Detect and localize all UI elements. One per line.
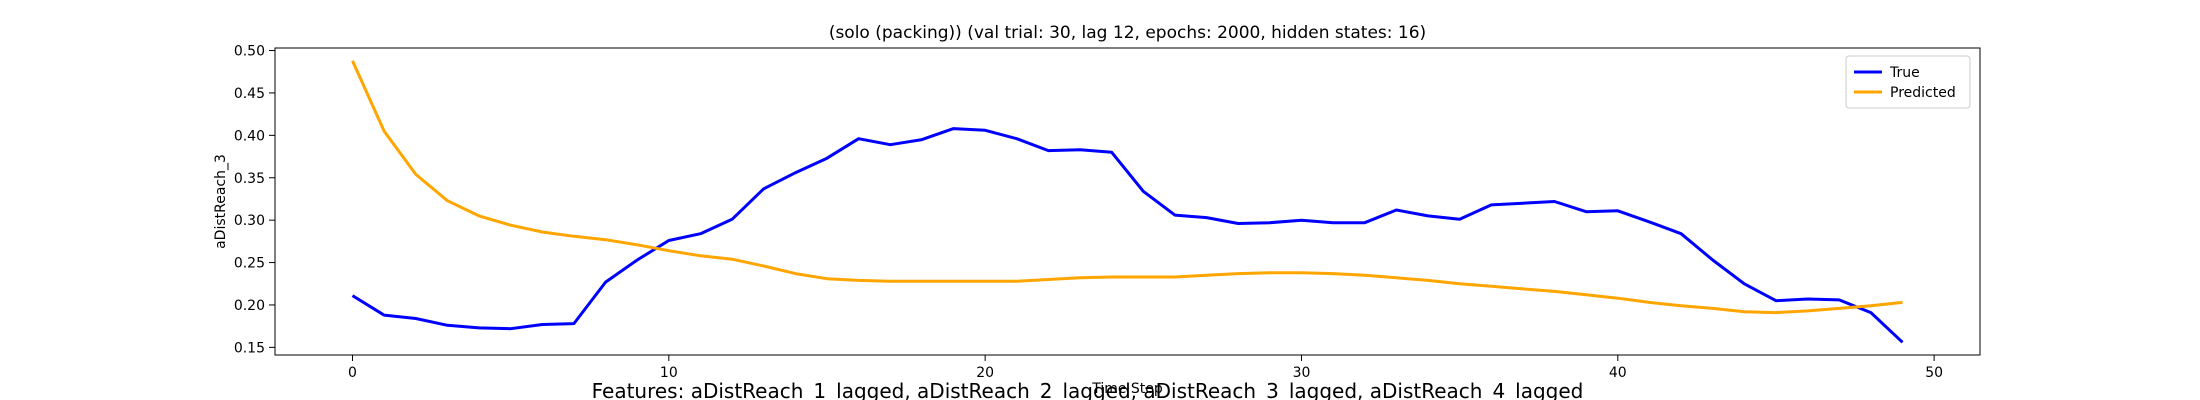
x-tick-label: 50 <box>1925 365 1943 381</box>
y-tick-label: 0.35 <box>234 171 265 187</box>
series-lines <box>351 60 1904 344</box>
y-tick-label: 0.50 <box>234 44 265 60</box>
figure-caption: Features: aDistReach_1_lagged, aDistReac… <box>592 379 1584 400</box>
y-tick-label: 0.20 <box>234 298 265 314</box>
x-tick-label: 20 <box>976 365 994 381</box>
y-tick-label: 0.15 <box>234 340 265 356</box>
x-tick-label: 10 <box>660 365 678 381</box>
x-axis-label: Time Step <box>1091 381 1163 397</box>
y-tick-label: 0.30 <box>234 213 265 229</box>
series-line-predicted <box>351 60 1903 315</box>
x-tick-label: 30 <box>1293 365 1311 381</box>
x-tick-label: 40 <box>1609 365 1627 381</box>
y-tick-label: 0.45 <box>234 86 265 102</box>
legend-box <box>1845 55 1971 109</box>
y-axis: 0.15 0.20 0.25 0.30 0.35 0.40 0.45 0.50 <box>234 44 275 356</box>
series-line-true <box>351 127 1904 344</box>
x-axis: 0 10 20 30 40 50 <box>348 355 1943 381</box>
y-tick-label: 0.25 <box>234 256 265 272</box>
legend: True Predicted <box>1845 55 1971 109</box>
legend-label-predicted: Predicted <box>1890 85 1956 101</box>
chart-title: (solo (packing)) (val trial: 30, lag 12,… <box>829 23 1426 43</box>
y-axis-label: aDistReach_3 <box>213 154 229 249</box>
legend-label-true: True <box>1889 65 1920 81</box>
y-tick-label: 0.40 <box>234 128 265 144</box>
x-tick-label: 0 <box>348 365 357 381</box>
plot-area <box>274 47 1981 356</box>
